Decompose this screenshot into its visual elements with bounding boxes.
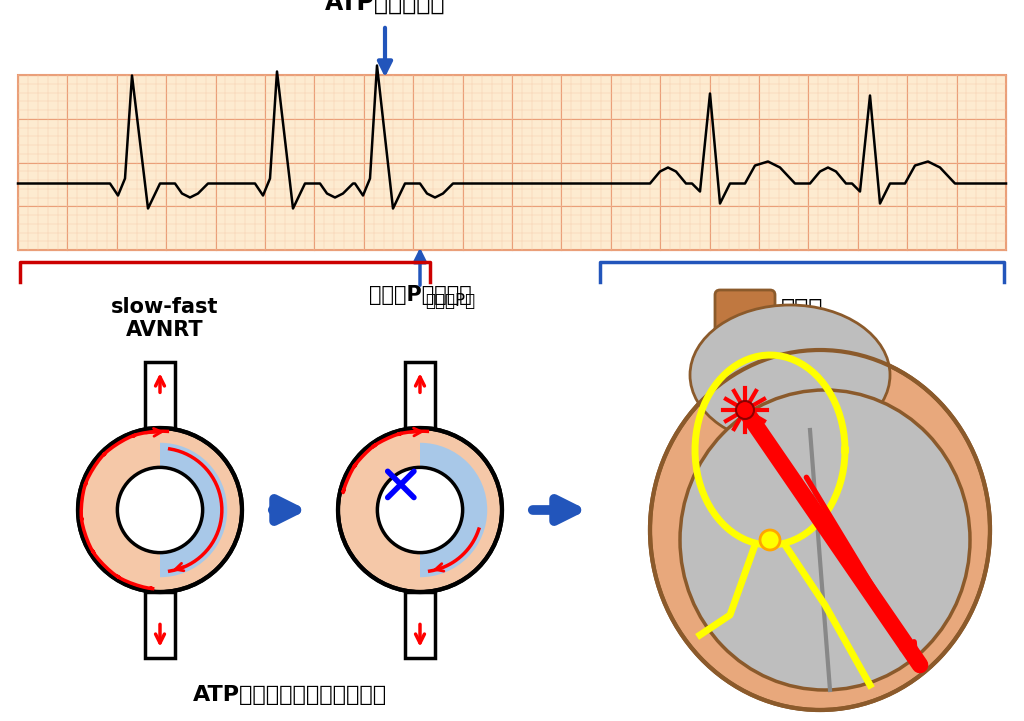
Ellipse shape [680,390,970,690]
Bar [406,363,435,428]
Circle shape [338,428,502,592]
Bar [145,592,175,658]
Circle shape [736,401,754,419]
Wedge shape [160,443,227,578]
Text: ATPで頻拍停止: ATPで頻拍停止 [325,0,445,15]
Circle shape [760,530,780,550]
Ellipse shape [650,350,990,710]
Text: 逆行性P波: 逆行性P波 [425,292,475,310]
Bar [145,363,175,428]
Ellipse shape [690,305,890,445]
Circle shape [118,467,203,552]
Text: 洞調律: 洞調律 [781,297,823,321]
Wedge shape [420,443,487,578]
Circle shape [378,467,463,552]
Text: ATPによる遅伝導路ブロック: ATPによる遅伝導路ブロック [193,685,387,705]
Text: slow-fast
AVNRT: slow-fast AVNRT [112,297,219,340]
Text: 最後はP波で停止: 最後はP波で停止 [369,285,471,305]
Bar [406,592,435,658]
FancyBboxPatch shape [715,290,775,390]
Circle shape [78,428,242,592]
Bar [18,75,1006,250]
